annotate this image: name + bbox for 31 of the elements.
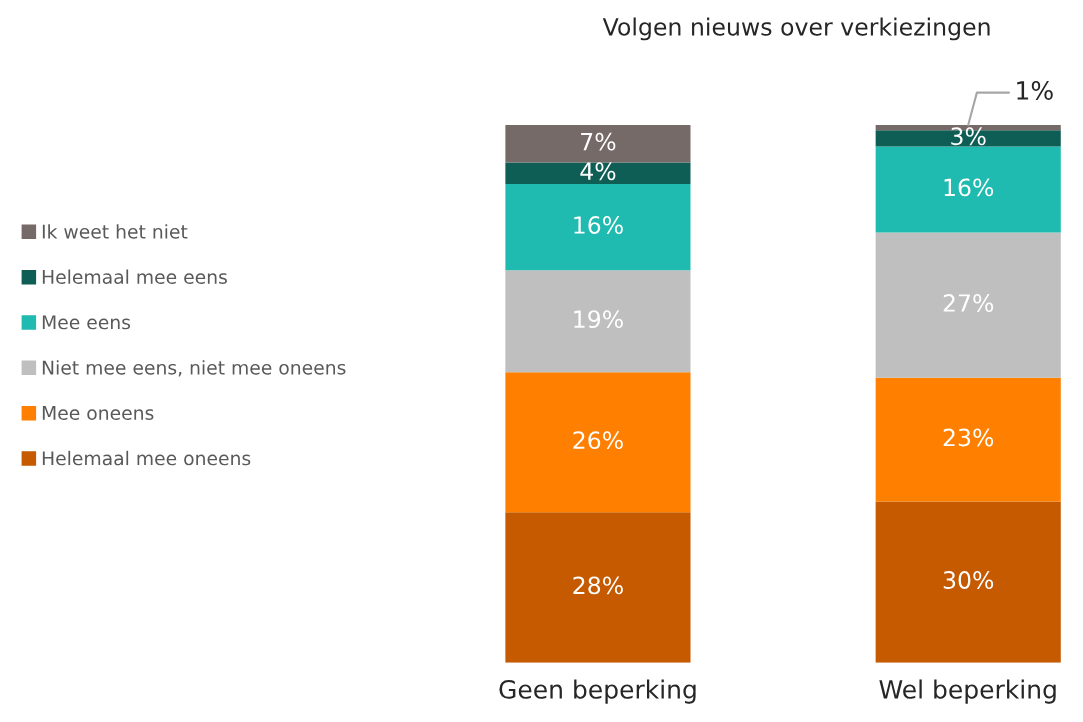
bar bbox=[505, 372, 691, 513]
legend-label: Ik weet het niet bbox=[42, 224, 188, 239]
legend-label: Mee oneens bbox=[42, 406, 154, 420]
data-label: 30% bbox=[943, 571, 994, 589]
x-tick-label: Wel beperking bbox=[879, 679, 1056, 704]
legend-label: Helemaal mee oneens bbox=[42, 450, 251, 466]
data-label: 19% bbox=[574, 310, 623, 329]
data-label: 16% bbox=[574, 216, 623, 234]
bar bbox=[875, 232, 1061, 378]
data-label: 3% bbox=[951, 127, 986, 146]
data-label: 16% bbox=[944, 178, 994, 197]
chart-title: Volgen nieuws over verkiezingen bbox=[602, 17, 990, 41]
bar bbox=[505, 270, 691, 373]
bar bbox=[505, 124, 691, 163]
bar bbox=[505, 162, 691, 185]
x-tick-label: Geen beperking bbox=[499, 679, 696, 704]
data-label: 27% bbox=[943, 294, 994, 312]
data-label: 7% bbox=[581, 132, 616, 151]
data-label: 23% bbox=[943, 428, 994, 447]
bar bbox=[875, 146, 1061, 233]
data-label: 4% bbox=[580, 162, 616, 181]
data-label: 1% bbox=[1017, 80, 1053, 100]
legend-label: Helemaal mee eens bbox=[42, 269, 227, 284]
legend-label: Mee eens bbox=[42, 315, 131, 330]
bar bbox=[505, 512, 691, 663]
legend-label: Niet mee eens, niet mee oneens bbox=[42, 360, 346, 377]
data-label: 28% bbox=[573, 576, 623, 595]
bar bbox=[505, 184, 691, 271]
bar bbox=[875, 377, 1061, 502]
bar bbox=[875, 501, 1061, 663]
data-label: 26% bbox=[573, 431, 623, 450]
